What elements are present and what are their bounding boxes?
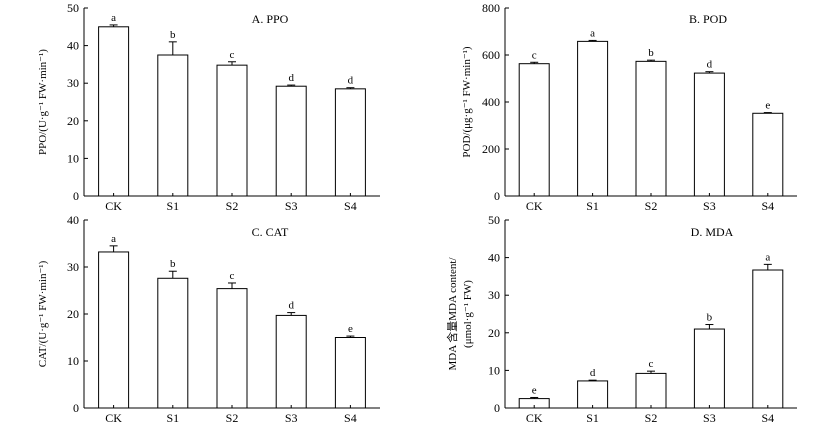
y-tick-label: 50 <box>67 1 79 15</box>
y-tick-label: 20 <box>67 307 79 321</box>
chart-panel-2: 0 200 400 600 800 c CK a S1 b S2 d S3 e S4 B. POD POD/(μ… <box>461 1 797 213</box>
significance-label-S2: b <box>648 47 654 59</box>
x-tick-label-S4: S4 <box>761 199 774 213</box>
y-tick-label: 0 <box>494 189 500 203</box>
significance-label-S1: b <box>170 29 176 41</box>
bar-CK <box>518 63 550 197</box>
x-tick-label-S2: S2 <box>226 411 239 425</box>
bar-S3 <box>693 72 725 197</box>
y-tick-label: 800 <box>482 1 500 15</box>
y-tick-label: 0 <box>73 189 79 203</box>
y-tick-label: 30 <box>67 76 79 90</box>
significance-label-S1: b <box>170 258 176 270</box>
x-tick-label-CK: CK <box>105 411 122 425</box>
bar-S2 <box>216 288 248 409</box>
bar-S3 <box>275 314 307 409</box>
bar-S4 <box>752 112 784 197</box>
y-axis-label: POD/(μg·g⁻¹ FW·min⁻¹) <box>461 46 473 158</box>
x-tick-label-S3: S3 <box>285 199 298 213</box>
significance-label-S1: d <box>590 367 596 379</box>
x-tick-label-S3: S3 <box>703 199 716 213</box>
x-tick-label-CK: CK <box>105 199 122 213</box>
bar-S1 <box>157 277 189 409</box>
y-axis-label: MDA 含量MDA content/ <box>445 257 459 371</box>
bar-S1 <box>157 54 189 197</box>
bar-S1 <box>577 40 609 197</box>
y-tick-label: 10 <box>67 151 79 165</box>
significance-label-S4: e <box>765 100 770 112</box>
y-tick-label: 50 <box>488 213 500 227</box>
bar-S4 <box>752 269 784 409</box>
y-tick-label: 20 <box>67 114 79 128</box>
bar-S2 <box>216 64 248 197</box>
significance-label-S2: c <box>230 270 235 282</box>
chart-panel-1: 0 10 20 30 40 50 a CK b S1 c S2 d S3 d S4 A. PPO PPO/(U·g… <box>37 1 380 213</box>
panel-title: C. CAT <box>252 225 289 239</box>
y-tick-label: 0 <box>494 401 500 415</box>
x-tick-label-S1: S1 <box>586 411 599 425</box>
x-tick-label-S4: S4 <box>761 411 774 425</box>
bar-S4 <box>334 88 366 197</box>
y-tick-label: 30 <box>488 288 500 302</box>
y-tick-label: 0 <box>73 401 79 415</box>
bar-S2 <box>635 372 667 409</box>
x-tick-label-S3: S3 <box>703 411 716 425</box>
y-tick-label: 10 <box>67 354 79 368</box>
significance-label-CK: e <box>532 384 537 396</box>
x-tick-label-S2: S2 <box>226 199 239 213</box>
x-tick-label-S4: S4 <box>344 411 357 425</box>
significance-label-S1: a <box>590 27 595 39</box>
significance-label-S4: a <box>765 251 770 263</box>
bar-S3 <box>693 328 725 409</box>
significance-label-S4: e <box>348 323 353 335</box>
significance-label-S4: d <box>348 75 354 87</box>
y-tick-label: 40 <box>67 213 79 227</box>
significance-label-S3: d <box>288 72 294 84</box>
bar-S1 <box>577 380 609 409</box>
x-tick-label-CK: CK <box>526 199 543 213</box>
y-tick-label: 20 <box>488 326 500 340</box>
bar-S4 <box>334 337 366 409</box>
y-tick-label: 40 <box>67 39 79 53</box>
panel-title: B. POD <box>689 12 727 26</box>
panel-title: D. MDA <box>691 225 734 239</box>
bar-S2 <box>635 60 667 197</box>
y-axis-label: CAT/(U·g⁻¹ FW·min⁻¹) <box>37 260 49 367</box>
significance-label-S3: b <box>707 312 713 324</box>
y-tick-label: 40 <box>488 251 500 265</box>
bar-S3 <box>275 85 307 197</box>
panel-title: A. PPO <box>252 12 289 26</box>
chart-panel-3: 0 10 20 30 40 a CK b S1 c S2 d S3 e S4 C. CAT CAT/(U·g⁻¹… <box>37 213 380 425</box>
y-tick-label: 400 <box>482 95 500 109</box>
y-tick-label: 10 <box>488 363 500 377</box>
x-tick-label-S2: S2 <box>645 411 658 425</box>
significance-label-S3: d <box>707 59 713 71</box>
significance-label-CK: a <box>111 12 116 24</box>
significance-label-CK: c <box>532 49 537 61</box>
x-tick-label-CK: CK <box>526 411 543 425</box>
significance-label-CK: a <box>111 233 116 245</box>
x-tick-label-S1: S1 <box>166 199 179 213</box>
x-tick-label-S2: S2 <box>645 199 658 213</box>
x-tick-label-S1: S1 <box>166 411 179 425</box>
x-tick-label-S3: S3 <box>285 411 298 425</box>
x-tick-label-S4: S4 <box>344 199 357 213</box>
y-tick-label: 30 <box>67 260 79 274</box>
y-axis-label: (μmol·g⁻¹ FW) <box>462 280 474 348</box>
y-tick-label: 200 <box>482 142 500 156</box>
bar-CK <box>98 251 130 409</box>
significance-label-S2: c <box>230 49 235 61</box>
significance-label-S2: c <box>649 358 654 370</box>
x-tick-label-S1: S1 <box>586 199 599 213</box>
bar-CK <box>98 26 130 197</box>
y-axis-label: PPO/(U·g⁻¹ FW·min⁻¹) <box>37 49 49 155</box>
significance-label-S3: d <box>288 300 294 312</box>
chart-panel-4: 0 10 20 30 40 50 e CK d S1 c S2 b S3 a S4 D. MDA MDA 含量MD… <box>445 213 797 425</box>
y-tick-label: 600 <box>482 48 500 62</box>
